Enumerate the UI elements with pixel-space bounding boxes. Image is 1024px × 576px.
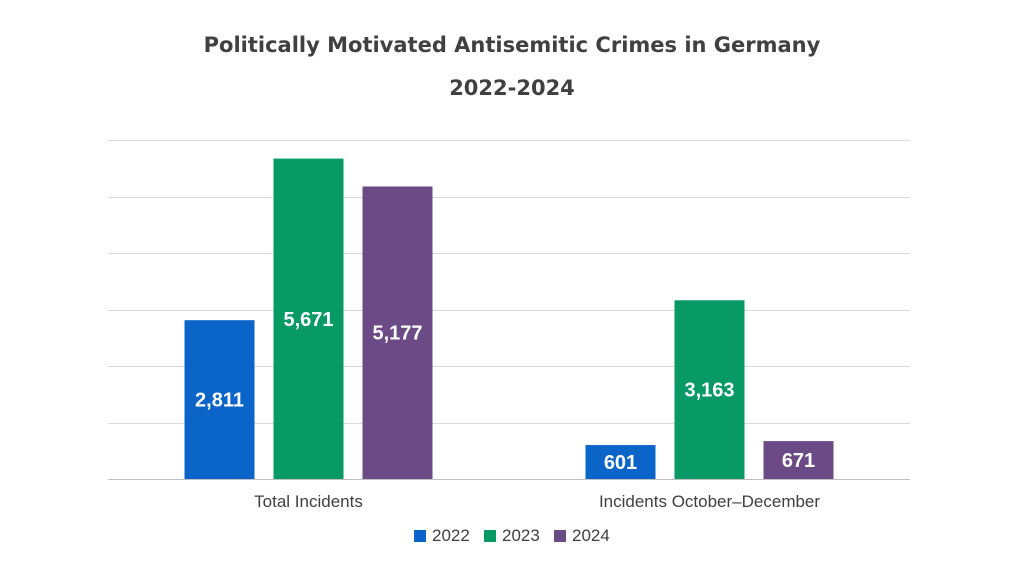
- bars: [184, 158, 834, 479]
- category-labels: Total Incidents Incidents October–Decembe…: [254, 492, 820, 511]
- bar-2023-oct-dec: [674, 300, 745, 479]
- legend-label-2023: 2023: [502, 526, 540, 545]
- legend-swatch-2024: [554, 530, 566, 542]
- bar-2024-oct-dec: [763, 441, 834, 479]
- bar-2022-oct-dec: [585, 445, 656, 479]
- bar-2022-total: [184, 320, 255, 479]
- data-label: 3,163: [684, 380, 734, 402]
- legend-swatch-2022: [414, 530, 426, 542]
- category-label: Incidents October–December: [599, 492, 820, 511]
- bar-labels: 2,811 5,671 5,177 601 3,163 671: [195, 309, 815, 474]
- legend-swatch-2023: [484, 530, 496, 542]
- grid-lines: [108, 140, 910, 480]
- legend-label-2024: 2024: [572, 526, 610, 545]
- data-label: 671: [782, 450, 815, 472]
- data-label: 5,671: [283, 309, 333, 331]
- bar-2024-total: [362, 186, 433, 479]
- data-label: 601: [604, 452, 637, 474]
- data-label: 2,811: [195, 390, 244, 412]
- bar-2023-total: [273, 158, 344, 479]
- legend-label-2022: 2022: [432, 526, 470, 545]
- legend: 2022 2023 2024: [414, 526, 610, 545]
- chart-subtitle: 2022-2024: [449, 76, 575, 100]
- data-label: 5,177: [372, 323, 422, 345]
- chart-title: Politically Motivated Antisemitic Crimes…: [203, 33, 821, 57]
- category-label: Total Incidents: [254, 492, 363, 511]
